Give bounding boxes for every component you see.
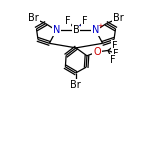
Text: F: F [81, 16, 87, 26]
Text: −: − [78, 23, 83, 29]
Text: Br: Br [113, 13, 124, 23]
Text: F: F [110, 55, 115, 65]
Text: +: + [97, 23, 103, 29]
Text: B: B [73, 25, 79, 35]
Text: Br: Br [28, 13, 39, 23]
Text: Br: Br [70, 80, 81, 90]
Text: N: N [53, 25, 60, 35]
Text: F: F [112, 41, 118, 51]
Text: O: O [93, 47, 101, 57]
Text: N: N [92, 25, 99, 35]
Text: F: F [113, 48, 119, 59]
Text: F: F [65, 16, 71, 26]
